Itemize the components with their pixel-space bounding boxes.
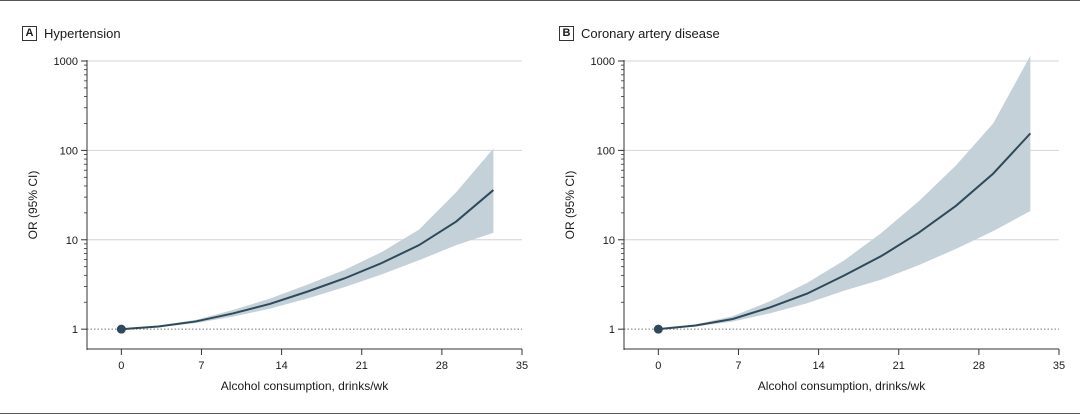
panel-b-letter: B	[559, 25, 574, 41]
x-tick-label-21: 21	[893, 360, 905, 372]
x-tick-label-21: 21	[356, 360, 368, 372]
y-tick-label-1000: 1000	[591, 56, 615, 68]
x-tick-label-28: 28	[973, 360, 985, 372]
figure-top-rule	[0, 0, 1080, 1]
x-tick-label-7: 7	[735, 360, 741, 372]
x-tick-label-35: 35	[516, 360, 528, 372]
y-tick-label-1: 1	[72, 324, 78, 336]
y-tick-label-10: 10	[603, 235, 615, 247]
panel-a-letter: A	[22, 25, 37, 41]
y-axis-label: OR (95% CI)	[563, 171, 577, 240]
x-axis-label: Alcohol consumption, drinks/wk	[221, 379, 389, 393]
estimate-line	[121, 189, 495, 331]
reference-point	[116, 324, 126, 334]
y-axis-label: OR (95% CI)	[26, 171, 40, 240]
x-tick-label-0: 0	[118, 360, 124, 372]
y-tick-label-10: 10	[66, 235, 78, 247]
x-tick-label-7: 7	[198, 360, 204, 372]
x-tick-label-35: 35	[1053, 360, 1065, 372]
confidence-band	[658, 55, 1031, 330]
panel-b-title: Coronary artery disease	[581, 25, 720, 41]
chart-panel-a: 1 10 100 1000 0 7 14 21 28 35 Alcohol consumption,…	[26, 56, 528, 393]
y-tick-label-1: 1	[609, 324, 615, 336]
estimate-line	[658, 132, 1032, 331]
x-tick-label-14: 14	[812, 360, 824, 372]
x-axis-label: Alcohol consumption, drinks/wk	[758, 379, 926, 393]
confidence-band	[121, 148, 494, 330]
panel-a: 1 10 100 1000 0 7 14 21 28 35 Alcohol consumption,…	[22, 14, 532, 404]
panel-a-header: A Hypertension	[22, 24, 121, 42]
chart-panel-b: 1 10 100 1000 0 7 14 21 28 35 Alcohol consumption,…	[563, 55, 1065, 393]
panel-a-title: Hypertension	[44, 25, 121, 41]
y-tick-label-100: 100	[597, 145, 615, 157]
figure-bottom-rule	[0, 413, 1080, 414]
panel-b-header: B Coronary artery disease	[559, 24, 720, 42]
x-tick-label-14: 14	[275, 360, 287, 372]
y-tick-label-100: 100	[60, 145, 78, 157]
x-tick-label-0: 0	[655, 360, 661, 372]
y-tick-label-1000: 1000	[54, 56, 78, 68]
reference-point	[653, 324, 663, 334]
panel-b: 1 10 100 1000 0 7 14 21 28 35 Alcohol consumption,…	[559, 14, 1069, 404]
x-tick-label-28: 28	[436, 360, 448, 372]
